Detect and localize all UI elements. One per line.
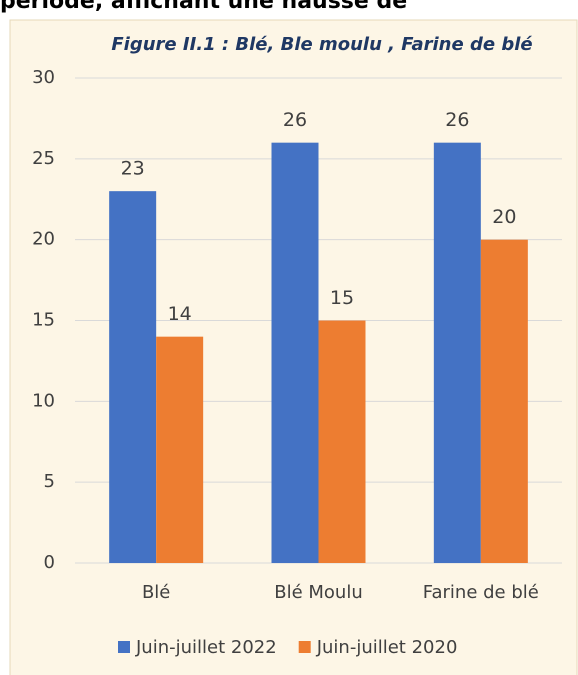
data-label: 26 bbox=[283, 109, 307, 131]
y-tick-label: 25 bbox=[32, 148, 55, 169]
bar bbox=[480, 239, 528, 563]
data-label: 14 bbox=[168, 303, 192, 325]
bar bbox=[156, 336, 204, 563]
x-tick-label: Farine de blé bbox=[423, 582, 539, 603]
y-tick-label: 15 bbox=[32, 310, 55, 331]
y-tick-label: 20 bbox=[32, 229, 55, 250]
data-label: 23 bbox=[121, 158, 145, 180]
bar bbox=[271, 142, 319, 563]
bar bbox=[318, 320, 366, 563]
header-text: période, affichant une hausse de bbox=[0, 0, 407, 14]
legend-label: Juin-juillet 2020 bbox=[316, 637, 458, 658]
legend-swatch bbox=[298, 641, 311, 653]
y-tick-label: 10 bbox=[32, 390, 55, 411]
y-tick-label: 30 bbox=[32, 67, 55, 88]
legend-swatch bbox=[118, 641, 130, 653]
bar bbox=[433, 142, 481, 563]
x-tick-label: Blé bbox=[142, 582, 170, 603]
data-label: 15 bbox=[330, 287, 354, 309]
data-label: 26 bbox=[445, 109, 469, 131]
data-label: 20 bbox=[492, 206, 516, 228]
chart-title: Figure II.1 : Blé, Ble moulu , Farine de… bbox=[111, 34, 532, 55]
x-tick-label: Blé Moulu bbox=[274, 582, 363, 603]
bar bbox=[109, 191, 157, 563]
legend-label: Juin-juillet 2022 bbox=[135, 637, 277, 658]
y-tick-label: 0 bbox=[44, 552, 55, 573]
y-tick-label: 5 bbox=[44, 471, 55, 492]
